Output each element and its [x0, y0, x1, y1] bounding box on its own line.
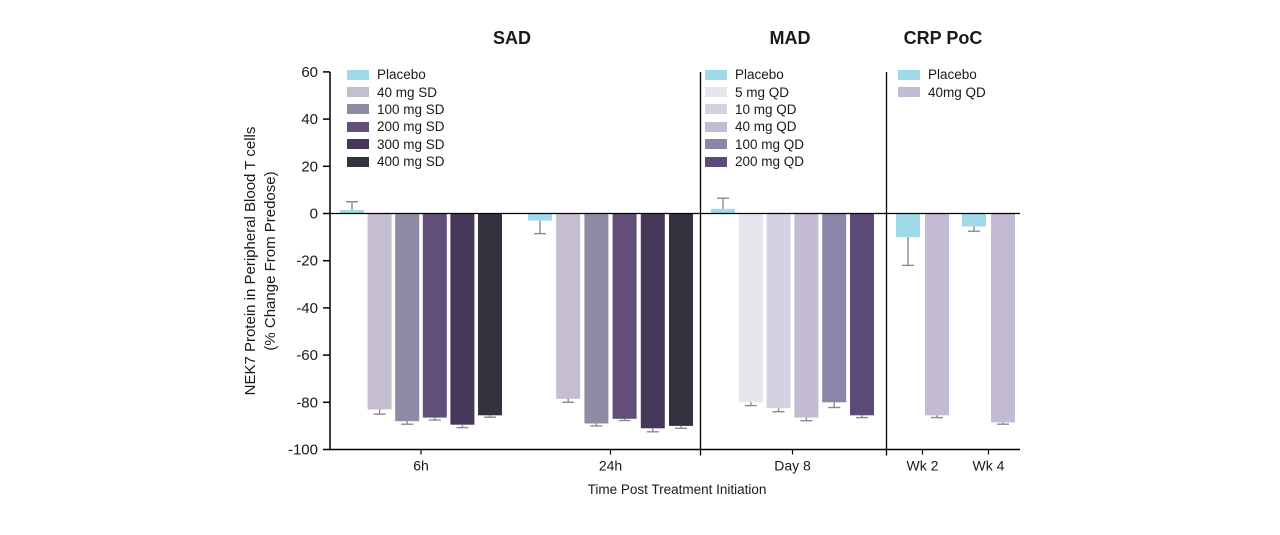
legend-label: 400 mg SD: [377, 154, 445, 170]
legend-label: 200 mg SD: [377, 119, 445, 135]
y-tick-label: -100: [288, 442, 318, 459]
bar-MAD-Day 8-Placebo: [711, 208, 735, 214]
bar-CRP PoC-Wk 2-Placebo: [896, 213, 920, 238]
legend-item: 100 mg QD: [705, 136, 804, 153]
y-tick-label: 60: [301, 64, 318, 81]
legend-label: Placebo: [377, 67, 426, 83]
legend-swatch-icon: [705, 121, 727, 132]
y-tick-label: -20: [296, 253, 318, 270]
y-tick-label: -60: [296, 347, 318, 364]
legend-label: 40 mg SD: [377, 84, 438, 100]
legend-label: 40mg QD: [928, 84, 986, 100]
legend-label: Placebo: [928, 67, 977, 83]
bar-CRP PoC-Wk 4-40mg QD: [991, 213, 1015, 423]
x-tick-label: 6h: [413, 458, 429, 474]
bar-SAD-6h-200 mg SD: [422, 213, 447, 418]
legend-item: 40 mg SD: [347, 83, 445, 100]
bar-SAD-24h-200 mg SD: [612, 213, 637, 419]
panel-title-crp-poc: CRP PoC: [903, 28, 983, 48]
bar-SAD-24h-300 mg SD: [640, 213, 665, 429]
x-tick-label: 24h: [599, 458, 622, 474]
y-tick-label: 0: [310, 206, 318, 223]
bar-MAD-Day 8-5 mg QD: [738, 213, 763, 403]
legend-swatch-icon: [347, 87, 369, 98]
legend-label: 200 mg QD: [735, 154, 805, 170]
legend-item: 300 mg SD: [347, 136, 445, 153]
legend-item: 10 mg QD: [705, 101, 804, 118]
legend-swatch-icon: [347, 156, 369, 167]
panel-title-mad: MAD: [769, 28, 811, 48]
legend-swatch-icon: [347, 139, 369, 150]
bar-SAD-24h-40 mg SD: [556, 213, 581, 399]
legend-swatch-icon: [705, 104, 727, 115]
legend-swatch-icon: [347, 104, 369, 115]
bar-SAD-6h-300 mg SD: [450, 213, 475, 425]
legend-swatch-icon: [898, 87, 920, 98]
legend-item: 200 mg QD: [705, 153, 804, 170]
bar-MAD-Day 8-10 mg QD: [766, 213, 791, 409]
legend-label: 40 mg QD: [735, 119, 797, 135]
bar-MAD-Day 8-100 mg QD: [822, 213, 847, 403]
bar-SAD-24h-100 mg SD: [584, 213, 609, 424]
panel-title-sad: SAD: [492, 28, 532, 48]
bar-MAD-Day 8-40 mg QD: [794, 213, 819, 418]
legend-swatch-icon: [705, 156, 727, 167]
legend-swatch-icon: [705, 69, 727, 80]
bar-CRP PoC-Wk 2-40mg QD: [925, 213, 949, 416]
legend-item: 40mg QD: [898, 83, 986, 100]
legend-label: 300 mg SD: [377, 136, 445, 152]
bar-SAD-6h-40 mg SD: [367, 213, 392, 410]
y-tick-label: 40: [301, 111, 318, 128]
legend-label: 100 mg QD: [735, 136, 805, 152]
legend-swatch-icon: [705, 139, 727, 150]
legend-mad: Placebo 5 mg QD 10 mg QD 40 mg QD 100 mg QD 2…: [705, 66, 804, 170]
y-tick-label: 20: [301, 158, 318, 175]
legend-item: Placebo: [705, 66, 804, 83]
y-tick-label: -80: [296, 394, 318, 411]
x-tick-label: Wk 2: [907, 458, 939, 474]
legend-item: 400 mg SD: [347, 153, 445, 170]
bar-SAD-6h-400 mg SD: [478, 213, 502, 416]
legend-label: 10 mg QD: [735, 101, 797, 117]
bar-CRP PoC-Wk 4-Placebo: [962, 213, 986, 227]
legend-item: 5 mg QD: [705, 83, 804, 100]
x-tick-label: Wk 4: [973, 458, 1005, 474]
legend-label: Placebo: [735, 67, 784, 83]
legend-swatch-icon: [705, 87, 727, 98]
bar-SAD-6h-100 mg SD: [395, 213, 420, 422]
legend-sad: Placebo 40 mg SD 100 mg SD 200 mg SD 300 mg …: [347, 66, 445, 170]
legend-label: 5 mg QD: [735, 84, 790, 100]
legend-item: Placebo: [347, 66, 445, 83]
x-axis-title: Time Post Treatment Initiation: [587, 482, 767, 497]
bar-SAD-24h-400 mg SD: [669, 213, 693, 426]
bar-SAD-6h-Placebo: [340, 210, 364, 214]
legend-swatch-icon: [898, 69, 920, 80]
legend-crp-poc: Placebo 40mg QD: [898, 66, 986, 101]
legend-label: 100 mg SD: [377, 101, 445, 117]
legend-item: 100 mg SD: [347, 101, 445, 118]
legend-swatch-icon: [347, 69, 369, 80]
legend-item: 40 mg QD: [705, 118, 804, 135]
legend-item: Placebo: [898, 66, 986, 83]
legend-swatch-icon: [347, 121, 369, 132]
bar-SAD-24h-Placebo: [528, 213, 552, 221]
bar-MAD-Day 8-200 mg QD: [850, 213, 874, 416]
legend-item: 200 mg SD: [347, 118, 445, 135]
x-tick-label: Day 8: [774, 458, 811, 474]
y-tick-label: -40: [296, 300, 318, 317]
